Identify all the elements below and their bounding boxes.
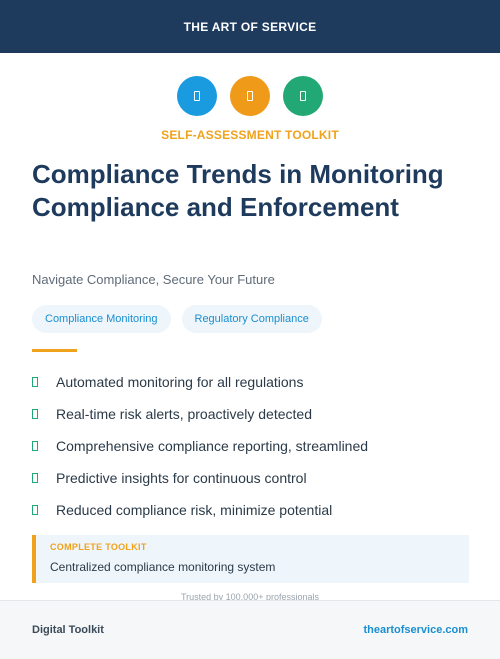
document-icon: [230, 76, 270, 116]
website-link[interactable]: theartofservice.com: [363, 624, 468, 636]
feature-list: Automated monitoring for all regulations…: [32, 366, 472, 526]
list-item: Comprehensive compliance reporting, stre…: [32, 430, 472, 462]
list-item: Automated monitoring for all regulations: [32, 366, 472, 398]
footer-bar: Digital Toolkit theartofservice.com: [0, 600, 500, 659]
document-icon: [283, 76, 323, 116]
tag-compliance-monitoring[interactable]: Compliance Monitoring: [32, 305, 171, 333]
document-icon: [177, 76, 217, 116]
tag-regulatory-compliance[interactable]: Regulatory Compliance: [181, 305, 322, 333]
list-item: Reduced compliance risk, minimize potent…: [32, 494, 472, 526]
callout-text: Centralized compliance monitoring system: [50, 560, 276, 574]
list-item: Predictive insights for continuous contr…: [32, 462, 472, 494]
checkbox-icon: [32, 441, 38, 451]
callout-kicker: COMPLETE TOOLKIT: [50, 542, 147, 552]
feature-text: Reduced compliance risk, minimize potent…: [56, 502, 333, 518]
list-item: Real-time risk alerts, proactively detec…: [32, 398, 472, 430]
header-bar: THE ART OF SERVICE: [0, 0, 500, 53]
toolkit-callout: COMPLETE TOOLKIT Centralized compliance …: [32, 535, 469, 583]
kicker-label: SELF-ASSESSMENT TOOLKIT: [161, 128, 339, 142]
trusted-note: Trusted by 100,000+ professionals: [180, 592, 319, 602]
feature-text: Automated monitoring for all regulations: [56, 374, 304, 390]
feature-text: Real-time risk alerts, proactively detec…: [56, 406, 312, 422]
feature-text: Comprehensive compliance reporting, stre…: [56, 438, 369, 454]
checkbox-icon: [32, 505, 38, 515]
feature-text: Predictive insights for continuous contr…: [56, 470, 307, 486]
subtitle: Navigate Compliance, Secure Your Future: [32, 272, 275, 287]
icon-row: [0, 76, 500, 116]
checkbox-icon: [32, 473, 38, 483]
accent-divider: [32, 349, 77, 352]
page-title: Compliance Trends in Monitoring Complian…: [32, 159, 444, 222]
checkbox-icon: [32, 377, 38, 387]
footer-label: Digital Toolkit: [32, 624, 104, 636]
brand-name: THE ART OF SERVICE: [183, 19, 317, 34]
tag-list: Compliance Monitoring Regulatory Complia…: [32, 305, 322, 333]
checkbox-icon: [32, 409, 38, 419]
